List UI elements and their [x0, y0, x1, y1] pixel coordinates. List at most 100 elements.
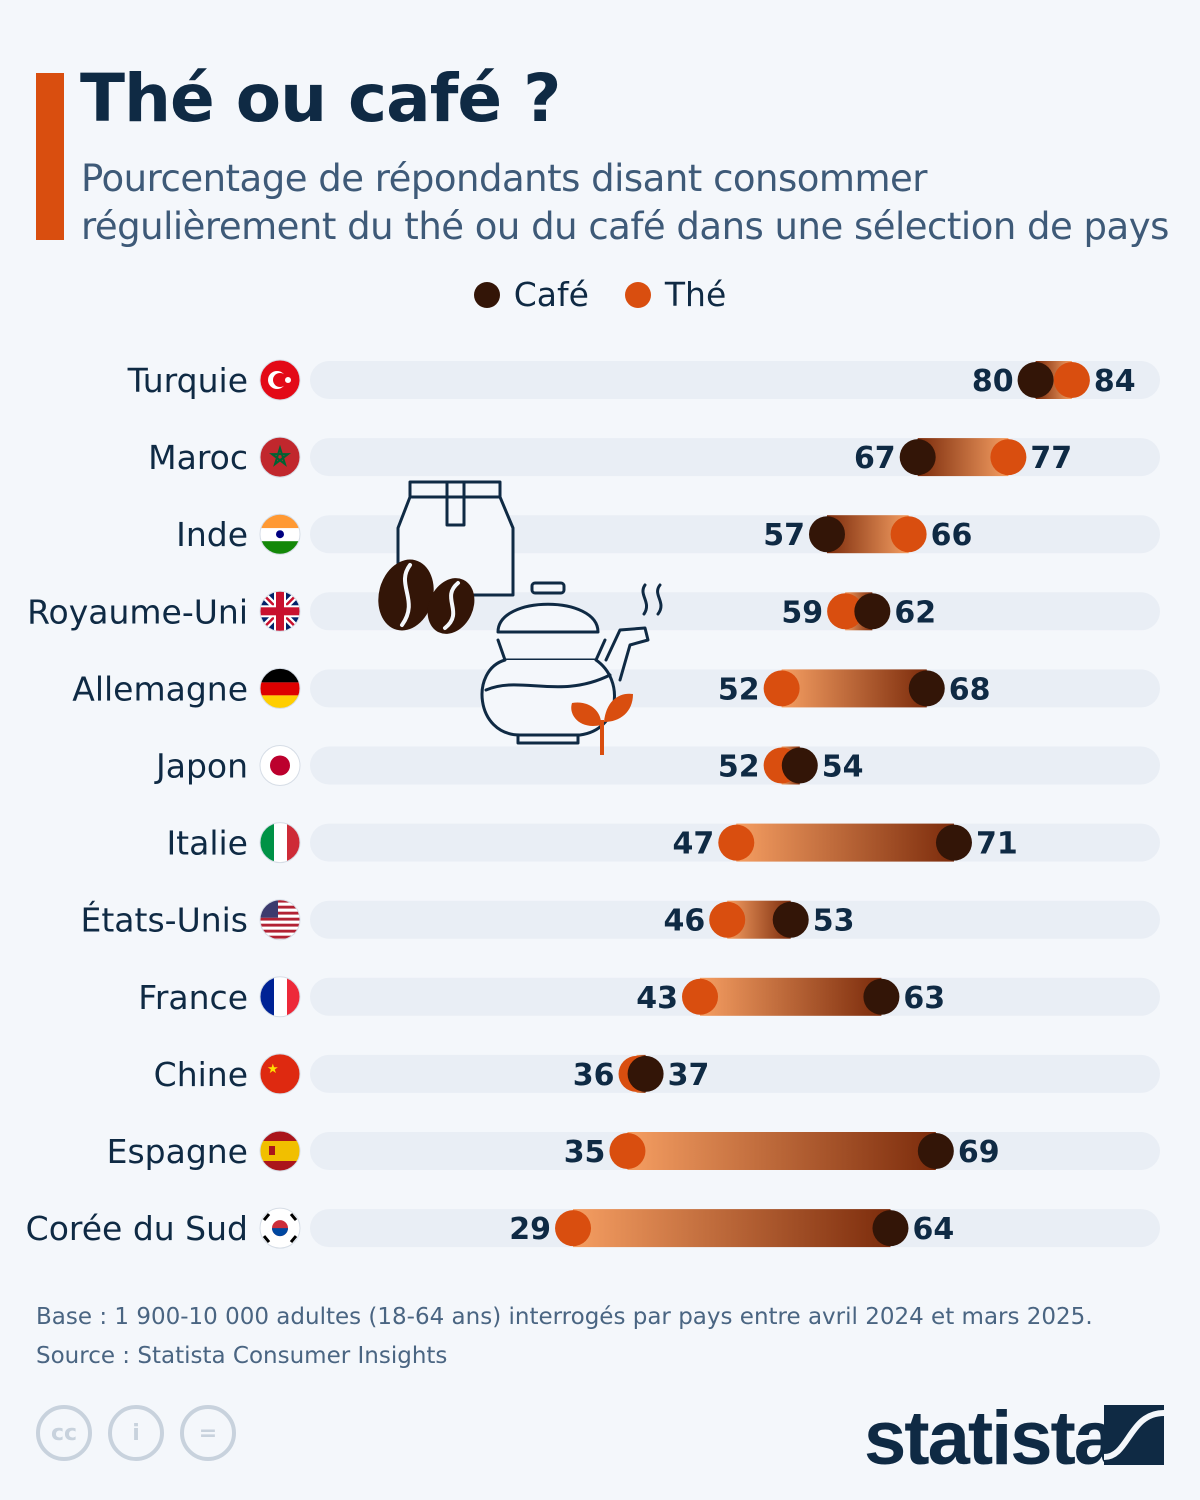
flag-part	[260, 920, 300, 924]
dumbbell-chart: Turquie 80 84 Maroc 67 77 Inde 57 66 Royaume-Uni 5…	[26, 359, 1160, 1249]
value-label-low: 36	[573, 1058, 615, 1093]
flag-part	[269, 444, 291, 467]
flag-border	[259, 1053, 301, 1095]
legend-item-cafe: Café	[473, 275, 589, 314]
value-label-low: 46	[663, 904, 705, 939]
flag-part	[260, 1141, 300, 1161]
flag-border	[259, 667, 301, 709]
value-label-low: 67	[854, 441, 896, 476]
value-label-high: 54	[822, 750, 864, 785]
flag-border	[259, 359, 301, 401]
turkey-flag-icon	[260, 360, 300, 400]
cafe-dot	[808, 516, 845, 553]
china-flag-icon: ★	[260, 1053, 300, 1094]
spain-flag-icon	[260, 1131, 300, 1171]
flag-part	[276, 530, 284, 539]
flag-border	[259, 745, 301, 786]
chart-row: France 43 63	[138, 976, 1160, 1018]
flag-part	[260, 607, 300, 616]
the-dot	[555, 1210, 592, 1247]
chart-subtitle: Pourcentage de répondants disant consomm…	[81, 157, 1169, 248]
flag-border	[259, 590, 301, 632]
range-bar	[627, 1132, 936, 1170]
value-label-high: 84	[1094, 364, 1136, 399]
flag-part	[270, 755, 290, 776]
flag-part	[287, 822, 300, 863]
flag-part	[260, 899, 300, 903]
chart-row: Espagne 35 69	[107, 1130, 1160, 1172]
footer-notes: Base : 1 900-10 000 adultes (18-64 ans) …	[36, 1298, 1093, 1376]
flag-border	[259, 1207, 301, 1249]
cc-license-icon[interactable]: cc	[36, 1405, 92, 1461]
flag-part	[260, 914, 300, 918]
flag-part	[260, 682, 300, 696]
flag-part	[260, 1131, 300, 1141]
statista-logo-mark-icon	[1104, 1405, 1164, 1465]
morocco-flag-icon	[260, 437, 300, 478]
footer-source: Source : Statista Consumer Insights	[36, 1343, 448, 1369]
value-label-high: 63	[903, 981, 945, 1016]
flag-part	[260, 899, 278, 918]
statista-logo[interactable]: statista	[864, 1395, 1116, 1482]
flag-part	[269, 1146, 275, 1155]
country-label: Chine	[154, 1055, 248, 1094]
chart-row: Italie 47 71	[166, 822, 1160, 864]
japan-flag-icon	[260, 745, 300, 786]
the-dot	[718, 824, 755, 861]
cafe-dot	[935, 824, 972, 861]
range-bar	[573, 1209, 891, 1248]
chart-row: Corée du Sud 29 64	[26, 1207, 1160, 1249]
cafe-dot	[627, 1055, 664, 1092]
flag-part	[260, 668, 300, 683]
row-track	[310, 746, 1160, 785]
value-label-low: 29	[509, 1212, 551, 1247]
cc-attribution-icon[interactable]: i	[108, 1405, 164, 1461]
flag-part	[260, 514, 300, 529]
value-label-low: 59	[781, 595, 823, 630]
flag-border	[259, 899, 301, 941]
flag-part	[260, 902, 300, 906]
flag-border	[259, 1130, 301, 1172]
cafe-dot	[781, 747, 818, 784]
flag-part	[260, 929, 300, 933]
flag-part	[287, 976, 300, 1017]
country-label: Maroc	[148, 438, 248, 477]
the-dot	[990, 439, 1027, 476]
flag-part	[260, 822, 274, 863]
country-label: Corée du Sud	[26, 1209, 248, 1248]
flag-part	[273, 373, 287, 387]
flag-part	[260, 935, 300, 939]
legend-label-cafe: Café	[513, 275, 589, 314]
germany-flag-icon	[260, 668, 300, 709]
cc-noderivs-icon[interactable]: =	[180, 1405, 236, 1461]
flag-part	[260, 908, 300, 912]
value-label-high: 37	[668, 1058, 710, 1093]
flag-part	[260, 1161, 300, 1171]
country-label: Allemagne	[72, 669, 248, 708]
country-label: Royaume-Uni	[27, 592, 248, 631]
cafe-dot	[872, 1210, 909, 1247]
value-label-low: 43	[636, 981, 678, 1016]
value-label-high: 69	[958, 1135, 1000, 1170]
tea-leaf-icon	[571, 693, 633, 755]
flag-part	[260, 695, 300, 709]
logo-text: statista	[864, 1396, 1116, 1481]
flag-part	[274, 822, 287, 863]
flag-part	[260, 923, 300, 927]
range-bar	[736, 823, 954, 862]
flag-border	[259, 976, 301, 1018]
chart-row: Japon 52 54	[154, 745, 1160, 786]
the-dot	[609, 1133, 646, 1169]
flag-border	[259, 436, 301, 478]
cafe-dot	[917, 1133, 954, 1169]
value-label-high: 71	[976, 827, 1018, 862]
value-label-low: 52	[718, 672, 760, 707]
legend: Café Thé	[0, 275, 1200, 314]
uk-flag-icon	[260, 591, 300, 632]
cafe-dot	[908, 670, 945, 707]
cafe-dot	[772, 901, 809, 938]
france-flag-icon	[260, 976, 300, 1017]
row-track	[310, 361, 1160, 399]
india-flag-icon	[260, 514, 300, 555]
legend-dot-cafe	[473, 281, 500, 308]
